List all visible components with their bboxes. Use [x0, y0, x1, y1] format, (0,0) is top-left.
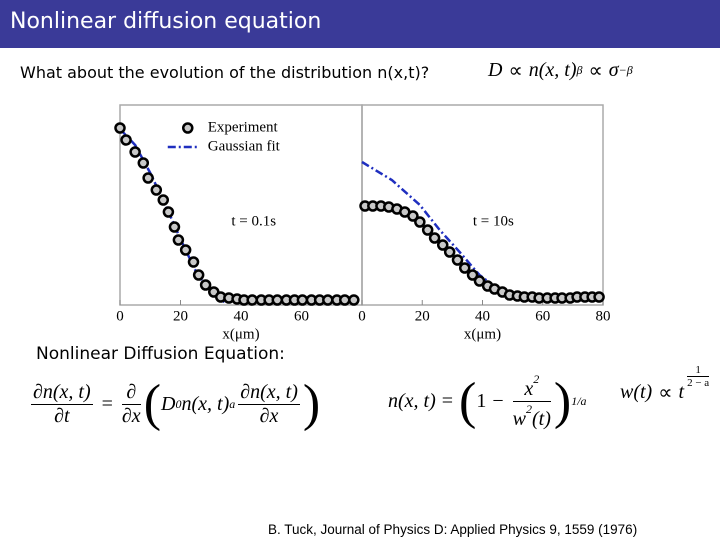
symbol: n(x, t)	[528, 59, 577, 81]
denominator: ∂x	[121, 404, 141, 427]
section-label: Nonlinear Diffusion Equation:	[36, 344, 285, 364]
x-tick-label: 80	[596, 308, 611, 324]
denominator: ∂x	[259, 404, 279, 427]
annotation: t = 10s	[473, 213, 514, 229]
exponent: 1/a	[571, 394, 587, 408]
question: What about the evolution of the distribu…	[20, 63, 430, 82]
data-point	[199, 279, 212, 291]
denominator: ∂t	[54, 404, 70, 427]
x-tick-label: 0	[116, 308, 124, 324]
data-point	[137, 157, 150, 169]
legend-label: Gaussian fit	[208, 138, 281, 154]
data-point	[179, 244, 192, 256]
symbol: ∝	[658, 382, 673, 404]
symbol: =	[101, 392, 113, 415]
symbol: n(x, t)	[181, 392, 230, 415]
annotation: t = 0.1s	[231, 213, 276, 229]
paren: (	[459, 372, 477, 430]
data-point	[339, 294, 351, 306]
data-point	[414, 216, 426, 228]
symbol: 1	[476, 390, 487, 412]
data-point	[162, 206, 175, 218]
data-point	[246, 294, 258, 306]
denominator: (t)	[532, 408, 551, 430]
data-point	[436, 239, 449, 251]
data-point	[187, 256, 200, 268]
symbol: w(t)	[620, 381, 653, 403]
numerator: 1	[687, 364, 710, 377]
x-tick-label: 0	[358, 308, 366, 324]
denominator: 2 − a	[687, 377, 710, 389]
data-point	[451, 254, 464, 266]
x-axis-label: x(μm)	[464, 326, 501, 342]
data-point	[296, 294, 309, 306]
exponent: −β	[618, 63, 633, 77]
x-axis-label: x(μm)	[222, 326, 259, 342]
x-tick-label: 40	[234, 308, 249, 324]
symbol: =	[441, 390, 454, 412]
symbol: ∝	[508, 60, 523, 82]
legend-marker	[182, 122, 194, 134]
symbol: n(x, t)	[388, 390, 436, 412]
denominator: w	[512, 408, 526, 430]
x-tick-label: 20	[173, 308, 188, 324]
data-point	[157, 194, 170, 206]
data-point	[142, 172, 154, 184]
data-point	[120, 134, 132, 146]
symbol: t	[678, 381, 685, 403]
citation: B. Tuck, Journal of Physics D: Applied P…	[268, 522, 638, 537]
symbol: ∝	[588, 60, 603, 82]
exponent: 2	[533, 372, 540, 386]
data-point	[168, 221, 181, 233]
numerator: ∂	[121, 381, 141, 405]
subscript: 0	[175, 396, 182, 411]
exponent: 2	[526, 402, 532, 416]
symbol: −	[492, 390, 504, 412]
data-point	[428, 232, 441, 244]
data-point	[348, 294, 360, 306]
x-tick-label: 40	[475, 308, 490, 324]
paren: )	[302, 375, 321, 432]
data-point	[322, 294, 334, 306]
data-point	[192, 269, 205, 281]
numerator: ∂n(x, t)	[238, 380, 300, 405]
data-point	[466, 269, 479, 281]
x-tick-label: 60	[294, 308, 309, 324]
x-tick-label: 60	[535, 308, 550, 324]
data-point	[271, 294, 284, 306]
proportionality: D ∝ n(x, t) β ∝ σ −β	[488, 58, 633, 83]
solution: n(x, t) = ( 1 − x2 w2(t) ) 1/a	[388, 372, 587, 431]
data-point	[421, 224, 434, 236]
symbol: D	[488, 59, 503, 81]
data-point	[150, 184, 163, 196]
numerator: ∂n(x, t)	[31, 380, 93, 405]
pde: ∂n(x, t) ∂t = ∂ ∂x ( D 0 n(x, t) a ∂n(x, t) ∂x…	[28, 378, 320, 430]
x-tick-label: 20	[415, 308, 430, 324]
paren: )	[553, 372, 572, 430]
numerator: x	[524, 378, 534, 400]
data-point	[129, 146, 141, 158]
exponent: β	[576, 63, 583, 77]
data-point	[407, 210, 419, 222]
title-bar: Nonlinear diffusion equation	[0, 0, 720, 48]
symbol: D	[161, 392, 176, 415]
exponent: a	[229, 396, 236, 411]
data-point	[473, 275, 486, 287]
data-point	[593, 291, 605, 303]
fit-line	[361, 160, 501, 291]
paren: (	[143, 375, 162, 432]
symbol: σ	[608, 59, 619, 81]
data-point	[443, 246, 456, 258]
legend-label: Experiment	[208, 119, 279, 135]
data-point	[114, 122, 126, 134]
slide-title: Nonlinear diffusion equation	[10, 9, 322, 34]
data-point	[172, 234, 185, 246]
data-point	[458, 262, 471, 274]
